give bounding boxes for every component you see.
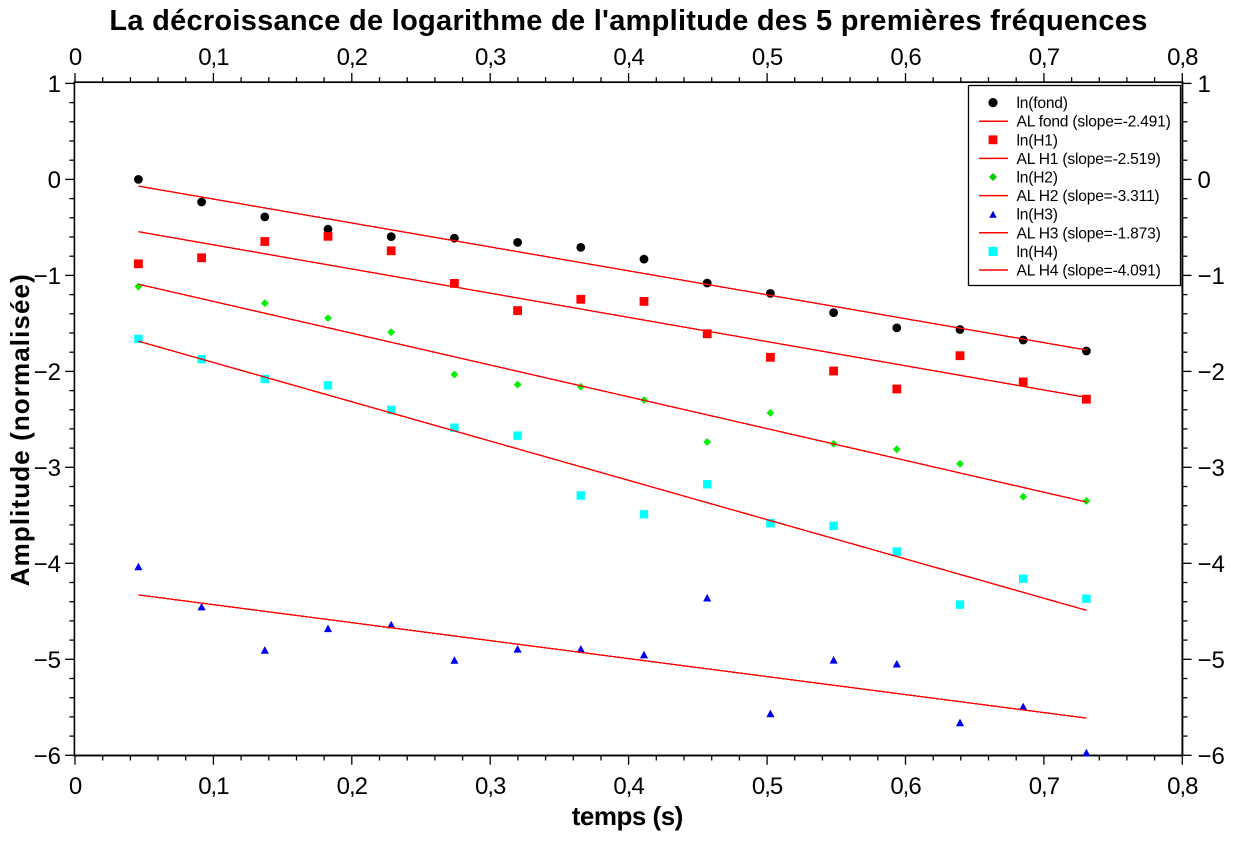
svg-text:0,6: 0,6 — [890, 44, 921, 71]
svg-text:−5: −5 — [34, 647, 61, 674]
svg-text:temps (s): temps (s) — [572, 801, 683, 831]
svg-text:0,1: 0,1 — [198, 44, 229, 71]
svg-text:0: 0 — [1198, 167, 1211, 194]
svg-text:−2: −2 — [34, 359, 61, 386]
svg-text:0,6: 0,6 — [890, 773, 921, 800]
svg-text:1: 1 — [48, 71, 61, 98]
svg-text:0,7: 0,7 — [1029, 44, 1060, 71]
svg-text:0,7: 0,7 — [1029, 773, 1060, 800]
svg-text:−3: −3 — [1198, 455, 1225, 482]
svg-text:La décroissance de logarithme: La décroissance de logarithme de l'ampli… — [109, 5, 1147, 37]
svg-text:−1: −1 — [1198, 263, 1225, 290]
svg-text:−4: −4 — [34, 551, 61, 578]
svg-text:−2: −2 — [1198, 359, 1225, 386]
svg-text:−1: −1 — [34, 263, 61, 290]
svg-text:0,4: 0,4 — [613, 44, 644, 71]
svg-text:0,2: 0,2 — [337, 773, 368, 800]
svg-text:AL H1 (slope=-2.519): AL H1 (slope=-2.519) — [1017, 151, 1161, 168]
svg-text:0,5: 0,5 — [752, 773, 783, 800]
svg-text:ln(fond): ln(fond) — [1017, 95, 1068, 112]
svg-text:0: 0 — [48, 167, 61, 194]
svg-text:−5: −5 — [1198, 647, 1225, 674]
svg-text:−6: −6 — [1198, 743, 1225, 770]
svg-text:ln(H1): ln(H1) — [1017, 132, 1058, 149]
svg-text:−3: −3 — [34, 455, 61, 482]
svg-text:Amplitude (normalisée): Amplitude (normalisée) — [5, 273, 35, 586]
svg-text:0,2: 0,2 — [337, 44, 368, 71]
svg-text:AL fond (slope=-2.491): AL fond (slope=-2.491) — [1017, 114, 1171, 131]
svg-text:ln(H2): ln(H2) — [1017, 170, 1058, 187]
svg-text:−6: −6 — [34, 743, 61, 770]
svg-text:AL H4 (slope=-4.091): AL H4 (slope=-4.091) — [1017, 263, 1161, 280]
svg-text:0,5: 0,5 — [752, 44, 783, 71]
svg-text:0,8: 0,8 — [1167, 773, 1198, 800]
svg-text:0,3: 0,3 — [475, 44, 506, 71]
svg-text:0: 0 — [69, 44, 82, 71]
svg-text:−4: −4 — [1198, 551, 1225, 578]
svg-text:0,8: 0,8 — [1167, 44, 1198, 71]
svg-text:0,4: 0,4 — [613, 773, 644, 800]
svg-text:ln(H4): ln(H4) — [1017, 244, 1058, 261]
svg-text:0,1: 0,1 — [198, 773, 229, 800]
svg-text:AL H2 (slope=-3.311): AL H2 (slope=-3.311) — [1017, 188, 1160, 205]
svg-text:1: 1 — [1198, 71, 1211, 98]
svg-text:ln(H3): ln(H3) — [1017, 207, 1058, 224]
svg-text:0: 0 — [69, 773, 82, 800]
svg-text:AL H3 (slope=-1.873): AL H3 (slope=-1.873) — [1017, 225, 1161, 242]
svg-text:0,3: 0,3 — [475, 773, 506, 800]
